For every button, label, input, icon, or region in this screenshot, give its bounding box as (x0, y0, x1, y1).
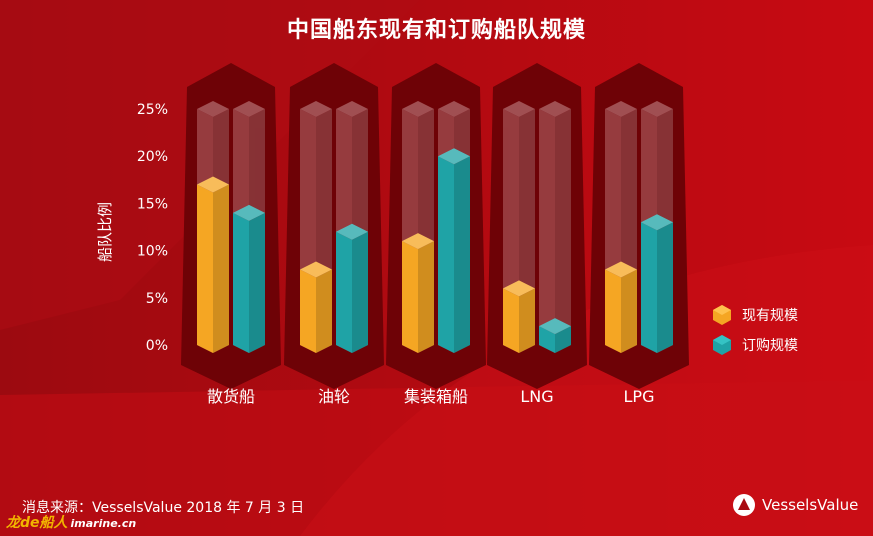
y-axis-label: 船队比例 (96, 202, 114, 262)
x-tick-label: LPG (624, 387, 655, 406)
hexagon-teal-icon (713, 335, 731, 355)
watermark: 龙de船人 imarine.cn (6, 512, 136, 532)
y-tick-label: 20% (137, 149, 168, 165)
watermark-main: 龙de船人 (6, 515, 68, 531)
x-tick-label: LNG (520, 387, 553, 406)
bar-existing-2 (402, 233, 434, 353)
logo-icon (733, 494, 755, 516)
x-tick-label: 油轮 (318, 387, 350, 406)
chart-title: 中国船东现有和订购船队规模 (286, 18, 586, 43)
legend-item-ordered: 订购规模 (712, 330, 798, 360)
bar-ordered-2 (438, 148, 470, 353)
legend-label-ordered: 订购规模 (742, 338, 798, 354)
bar-existing-1 (300, 261, 332, 353)
y-tick-label: 0% (146, 338, 168, 354)
y-tick-label: 25% (137, 102, 168, 118)
bar-existing-4 (605, 261, 637, 353)
legend-label-existing: 现有规模 (742, 308, 798, 324)
bar-existing-3 (503, 280, 535, 353)
watermark-sub: imarine.cn (70, 517, 137, 530)
bar-existing-0 (197, 176, 229, 353)
y-axis-ticks: 0% 5% 10% 15% 20% 25% (137, 102, 168, 354)
x-axis-labels: 散货船 油轮 集装箱船 LNG LPG (207, 387, 654, 406)
group-panel (487, 63, 587, 389)
group-panel (589, 63, 689, 389)
bar-ordered-0 (233, 204, 265, 353)
bar-ordered-4 (641, 214, 673, 353)
legend-item-existing: 现有规模 (712, 300, 798, 330)
source-note: 消息来源：VesselsValue 2018 年 7 月 3 日 (22, 500, 305, 516)
ghost-bar (539, 101, 571, 353)
bar-ordered-3 (539, 318, 571, 353)
logo-text: VesselsValue (762, 496, 859, 514)
vesselsvalue-logo: VesselsValue (732, 493, 858, 517)
bar-ordered-1 (336, 223, 368, 353)
data-bars (197, 148, 673, 353)
group-panel (181, 63, 281, 389)
y-tick-label: 5% (146, 291, 168, 307)
hexagon-orange-icon (713, 305, 731, 325)
group-panel (284, 63, 384, 389)
x-tick-label: 散货船 (207, 387, 255, 406)
group-panel (386, 63, 486, 389)
x-tick-label: 集装箱船 (404, 387, 468, 406)
y-tick-label: 10% (137, 244, 168, 260)
legend: 现有规模 订购规模 (712, 300, 798, 360)
y-tick-label: 15% (137, 196, 168, 212)
